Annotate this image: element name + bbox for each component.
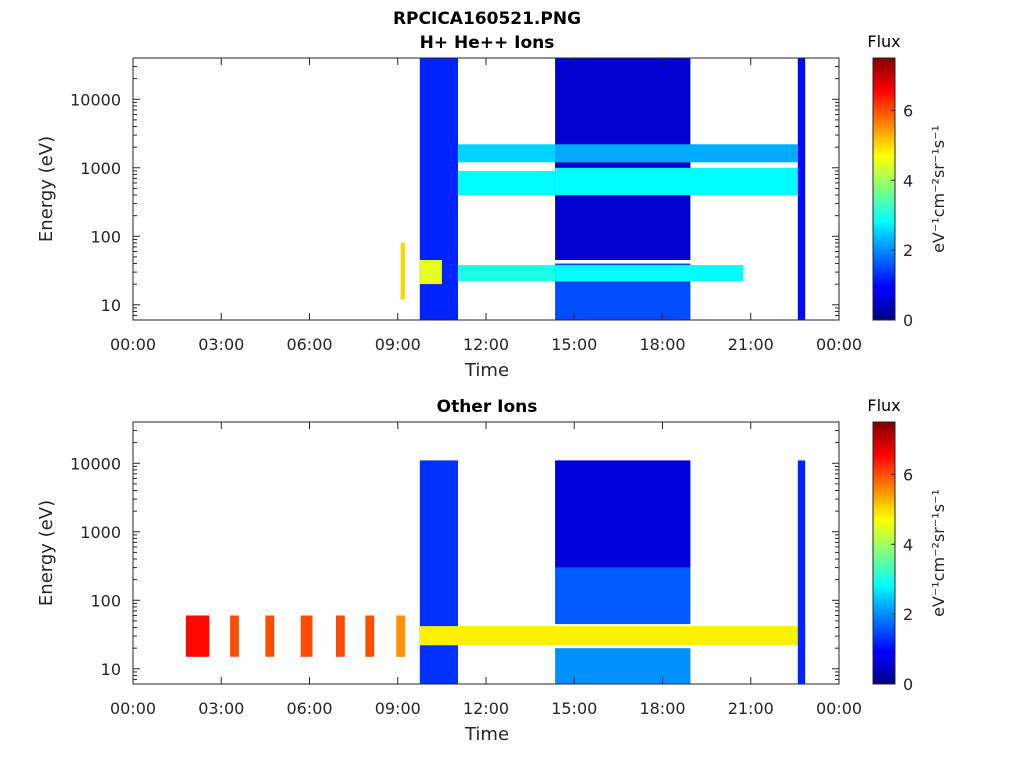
colorbar-tick-label: 0	[903, 675, 913, 694]
colorbar: Flux 0 2 4 6 eV⁻¹cm⁻²sr⁻¹s⁻¹	[867, 32, 948, 330]
x-axis: 00:00 03:00 06:00 09:00 12:00 15:00 18:00 21:00…	[110, 58, 862, 354]
colorbar-ticks: 0 2 4 6	[891, 101, 913, 330]
colorbar-title: Flux	[867, 396, 900, 415]
spectrogram-cell	[555, 648, 691, 684]
spectrogram-cell	[400, 242, 406, 300]
spectrogram-cell	[419, 626, 806, 646]
x-tick-label: 00:00	[110, 699, 156, 718]
y-tick-label: 1000	[80, 523, 121, 542]
y-axis: 10 100 1000 10000	[70, 57, 839, 321]
spectrogram-cell	[265, 615, 275, 657]
y-tick-label: 1000	[80, 159, 121, 178]
panel-title: Other Ions	[437, 397, 538, 417]
colorbar-title: Flux	[867, 32, 900, 51]
y-tick-label: 100	[90, 591, 121, 610]
spectrogram-cell	[300, 615, 313, 657]
x-tick-label: 09:00	[375, 335, 421, 354]
colorbar-tick-label: 4	[903, 535, 913, 554]
colorbar-label: eV⁻¹cm⁻²sr⁻¹s⁻¹	[929, 125, 948, 253]
colorbar-tick-label: 0	[903, 311, 913, 330]
x-tick-label: 12:00	[463, 335, 509, 354]
spectrogram-cell	[458, 170, 556, 195]
x-axis: 00:00 03:00 06:00 09:00 12:00 15:00 18:00 21:00…	[110, 422, 862, 718]
spectrogram-plot-area[interactable]	[185, 460, 806, 684]
spectrogram-cell	[419, 460, 458, 684]
spectrogram-cell	[555, 265, 744, 282]
x-tick-label: 21:00	[728, 335, 774, 354]
colorbar-gradient	[872, 57, 896, 321]
colorbar-gradient	[872, 421, 896, 685]
x-tick-label: 15:00	[551, 699, 597, 718]
x-tick-label: 09:00	[375, 699, 421, 718]
x-tick-label: 00:00	[110, 335, 156, 354]
spectrogram-cell	[458, 265, 556, 282]
x-axis-label: Time	[464, 360, 509, 381]
colorbar-tick-label: 6	[903, 465, 913, 484]
spectrogram-cell	[555, 460, 691, 568]
spectrogram-cell	[797, 460, 806, 684]
spectrogram-cell	[396, 615, 406, 657]
x-tick-label: 06:00	[286, 699, 332, 718]
y-tick-label: 10	[101, 660, 121, 679]
y-tick-label: 10000	[70, 454, 121, 473]
spectrogram-cell	[555, 167, 798, 196]
spectrogram-cell	[230, 615, 239, 657]
spectrogram-cell	[797, 58, 806, 320]
spectrogram-cell	[458, 144, 556, 163]
y-axis-label: Energy (eV)	[36, 136, 57, 242]
y-tick-label: 10	[101, 296, 121, 315]
colorbar-tick-label: 2	[903, 241, 913, 260]
spectrogram-cell	[365, 615, 375, 657]
y-tick-label: 100	[90, 227, 121, 246]
y-axis-label: Energy (eV)	[36, 500, 57, 606]
colorbar-tick-label: 6	[903, 101, 913, 120]
x-tick-label: 18:00	[639, 699, 685, 718]
colorbar-label: eV⁻¹cm⁻²sr⁻¹s⁻¹	[929, 489, 948, 617]
spectrogram-cell	[336, 615, 345, 657]
colorbar-tick-label: 4	[903, 171, 913, 190]
panel-title: H+ He++ Ions	[420, 33, 555, 53]
x-tick-label: 03:00	[198, 699, 244, 718]
x-tick-label: 12:00	[463, 699, 509, 718]
panel-other-ions: Other Ions 10 100 1000 10000 00:00 03:00 06:0…	[36, 396, 948, 745]
figure-title: RPCICA160521.PNG	[393, 9, 581, 29]
x-tick-label: 15:00	[551, 335, 597, 354]
spectrogram-cell	[555, 567, 691, 625]
x-tick-label: 06:00	[286, 335, 332, 354]
x-tick-label: 00:00	[816, 699, 862, 718]
colorbar: Flux 0 2 4 6 eV⁻¹cm⁻²sr⁻¹s⁻¹	[867, 396, 948, 694]
x-axis-label: Time	[464, 724, 509, 745]
spectrogram-cell	[185, 615, 210, 657]
y-tick-label: 10000	[70, 90, 121, 109]
y-axis: 10 100 1000 10000	[70, 421, 839, 685]
spectrogram-plot-area[interactable]	[400, 58, 806, 320]
spectrogram-cell	[555, 144, 798, 163]
colorbar-tick-label: 2	[903, 605, 913, 624]
x-tick-label: 21:00	[728, 699, 774, 718]
spectrogram-cell	[419, 260, 442, 285]
x-tick-label: 00:00	[816, 335, 862, 354]
colorbar-ticks: 0 2 4 6	[891, 465, 913, 694]
x-tick-label: 03:00	[198, 335, 244, 354]
x-tick-label: 18:00	[639, 335, 685, 354]
